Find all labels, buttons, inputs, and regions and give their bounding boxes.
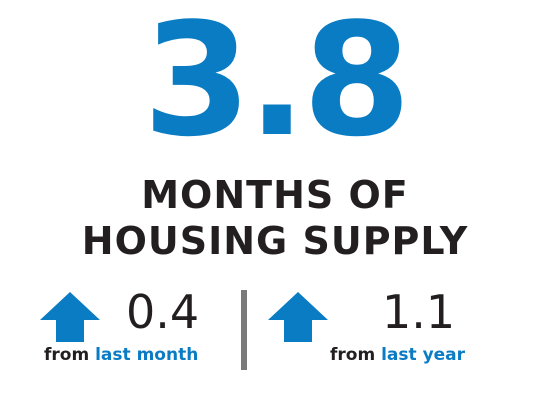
stat-caption: from last month [44,344,198,366]
headline-value: 3.8 [142,0,411,171]
stat-caption: from last year [330,344,465,366]
caption-highlight: last month [95,345,199,365]
stat-monthly-change: 0.4 from last month [34,284,234,374]
arrow-up-icon [40,292,100,342]
caption-prefix: from [330,345,376,365]
caption-prefix: from [44,345,90,365]
headline-line-1: MONTHS OF [141,173,409,217]
stat-yearly-change: 1.1 from last year [262,284,502,374]
stat-value: 1.1 [382,285,456,339]
arrow-up-icon [268,292,328,342]
stat-value: 0.4 [126,285,200,339]
headline-line-2: HOUSING SUPPLY [81,219,469,263]
divider [241,290,247,370]
caption-highlight: last year [381,345,466,365]
